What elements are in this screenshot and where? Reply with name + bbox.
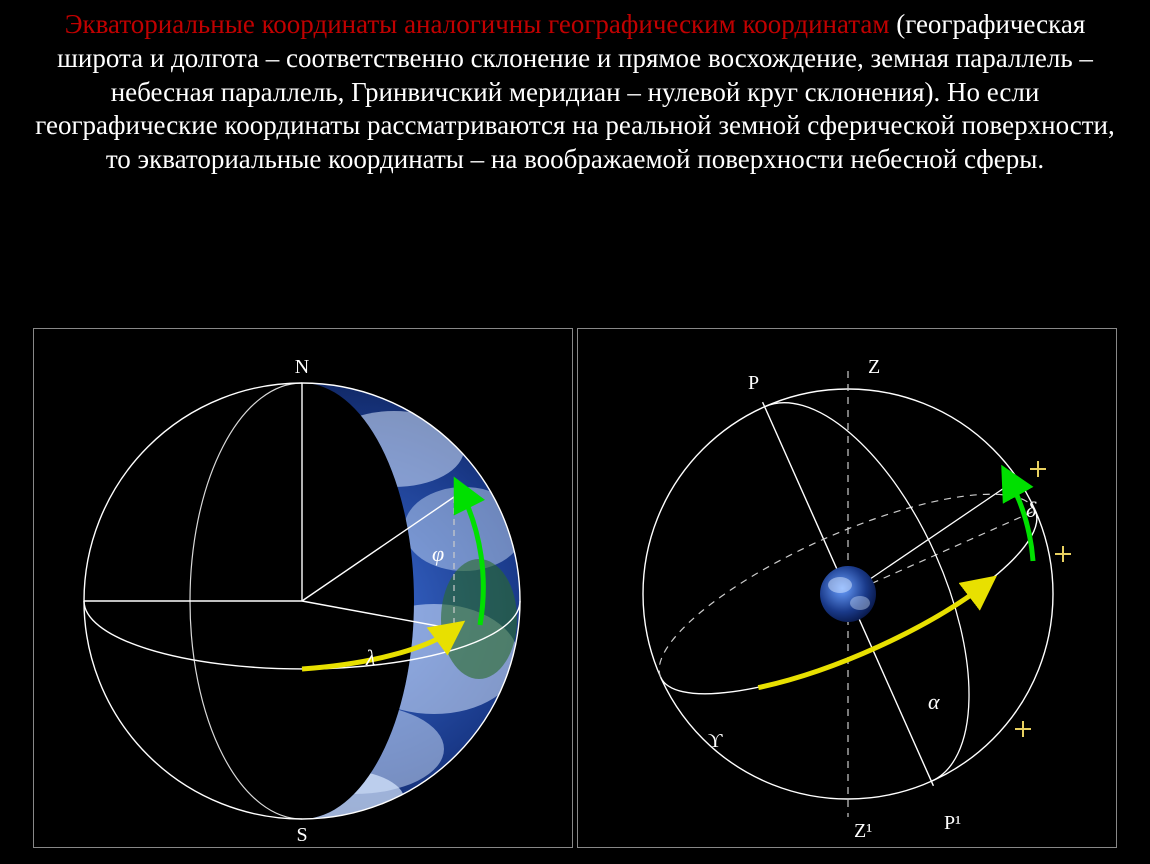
slide-root: Экваториальные координаты аналогичны гео… <box>0 0 1150 864</box>
radius-to-star <box>848 484 1010 594</box>
diagram-row: N S φ λ <box>28 328 1122 854</box>
label-phi: φ <box>432 541 444 566</box>
earth-geographic-panel: N S φ λ <box>33 328 573 848</box>
label-pole-prime: P¹ <box>944 812 961 834</box>
label-vernal: ϒ <box>708 730 723 752</box>
celestial-diagram-svg: Z Z¹ P P¹ ϒ α δ <box>578 329 1116 847</box>
earth-crescent <box>84 383 524 829</box>
equinox-dash <box>848 511 1035 594</box>
label-nadir: Z¹ <box>854 820 872 842</box>
label-south: S <box>296 824 307 846</box>
hour-circle <box>765 368 1019 782</box>
label-delta: δ <box>1026 497 1037 522</box>
label-north: N <box>295 356 309 378</box>
label-pole: P <box>748 372 759 394</box>
label-alpha: α <box>928 689 940 714</box>
title-line: Экваториальные координаты аналогичны гео… <box>65 9 890 39</box>
central-earth <box>820 566 876 622</box>
label-zenith: Z <box>868 356 880 378</box>
celestial-equatorial-panel: Z Z¹ P P¹ ϒ α δ <box>577 328 1117 848</box>
label-lambda: λ <box>365 645 376 670</box>
background-stars <box>1015 461 1071 737</box>
slide-text: Экваториальные координаты аналогичны гео… <box>30 8 1120 177</box>
earth-diagram-svg: N S φ λ <box>34 329 572 847</box>
